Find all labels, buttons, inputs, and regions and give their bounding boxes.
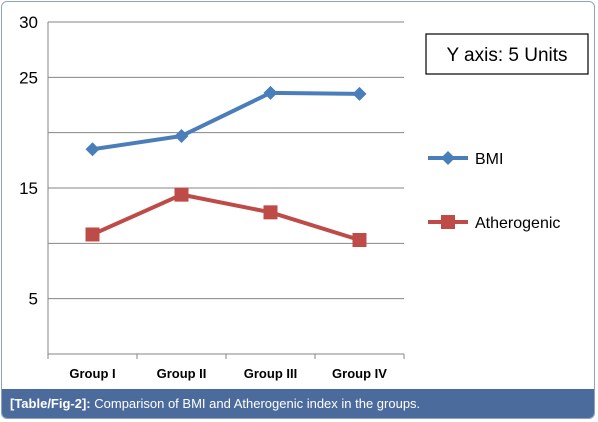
x-tick-label: Group IV [332, 366, 387, 381]
data-point-bmi [85, 142, 100, 157]
data-point-atherogenic [85, 227, 100, 242]
x-tick-label: Group I [69, 366, 115, 381]
caption-text: Comparison of BMI and Atherogenic index … [90, 396, 421, 411]
series-line-bmi [90, 90, 362, 152]
line-chart: 30 25 15 5 Group I Group II Group III Group IV Y… [19, 13, 589, 381]
y-tick-label: 30 [19, 13, 38, 32]
x-tick-label: Group II [157, 366, 207, 381]
series-line-atherogenic [90, 192, 362, 243]
data-point-bmi [174, 128, 189, 143]
data-point-atherogenic [263, 205, 278, 220]
legend-label-atherogenic: Atherogenic [475, 215, 560, 232]
figure-caption: [Table/Fig-2]: Comparison of BMI and Ath… [2, 389, 594, 418]
y-tick-label: 15 [19, 179, 38, 198]
legend-marker-bmi [441, 151, 455, 165]
x-tick-label: Group III [244, 366, 297, 381]
annotation-text: Y axis: 5 Units [446, 45, 567, 66]
data-point-atherogenic [174, 187, 189, 202]
caption-lead: [Table/Fig-2]: [10, 396, 91, 411]
data-point-bmi [352, 86, 367, 101]
data-point-atherogenic [352, 233, 367, 248]
legend-marker-atherogenic [441, 215, 455, 229]
legend-label-bmi: BMI [475, 151, 503, 168]
y-tick-label: 5 [29, 290, 38, 309]
y-tick-label: 25 [19, 68, 38, 87]
annotation-box [425, 33, 589, 75]
data-point-bmi [263, 85, 278, 100]
